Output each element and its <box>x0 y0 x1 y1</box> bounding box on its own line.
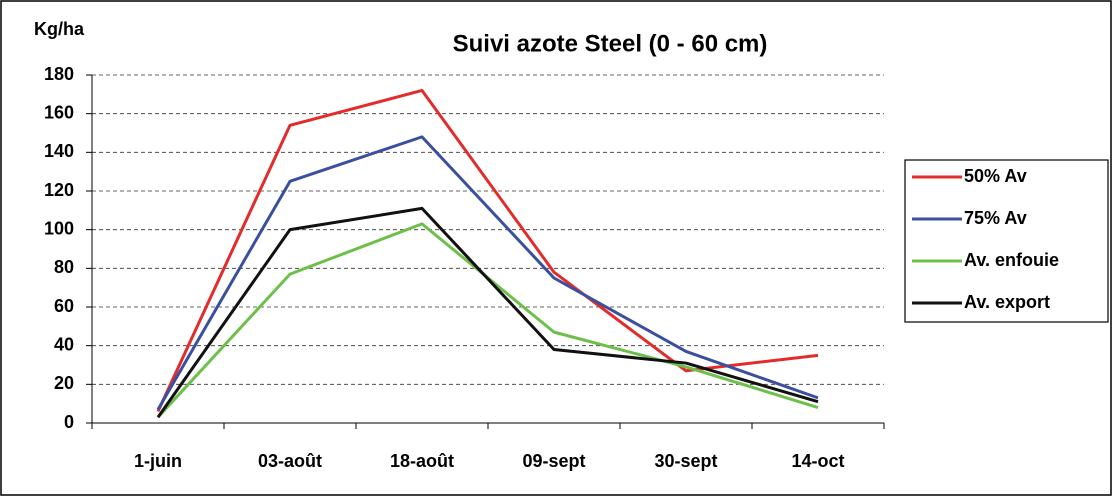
y-tick-label: 120 <box>44 180 74 200</box>
x-tick-label: 30-sept <box>654 451 717 471</box>
series-line <box>156 206 819 419</box>
y-tick-label: 140 <box>44 141 74 161</box>
y-tick-label: 160 <box>44 102 74 122</box>
legend-label: Av. export <box>964 292 1050 312</box>
legend-label: 75% Av <box>964 208 1027 228</box>
x-tick-label: 18-août <box>390 451 454 471</box>
chart-title: Suivi azote Steel (0 - 60 cm) <box>453 30 768 57</box>
x-tick-label: 09-sept <box>522 451 585 471</box>
x-tick-label: 1-juin <box>134 451 182 471</box>
y-tick-label: 60 <box>54 296 74 316</box>
y-tick-label: 180 <box>44 64 74 84</box>
y-tick-label: 80 <box>54 257 74 277</box>
y-tick-label: 0 <box>64 412 74 432</box>
y-tick-label: 100 <box>44 218 74 238</box>
legend-label: Av. enfouie <box>964 250 1059 270</box>
x-tick-label: 03-août <box>258 451 322 471</box>
y-tick-label: 20 <box>54 373 74 393</box>
x-tick-label: 14-oct <box>791 451 844 471</box>
y-tick-label: 40 <box>54 334 74 354</box>
series-line <box>156 135 819 411</box>
legend <box>904 159 1109 323</box>
legend-label: 50% Av <box>964 166 1027 186</box>
y-axis-label: Kg/ha <box>34 19 85 39</box>
